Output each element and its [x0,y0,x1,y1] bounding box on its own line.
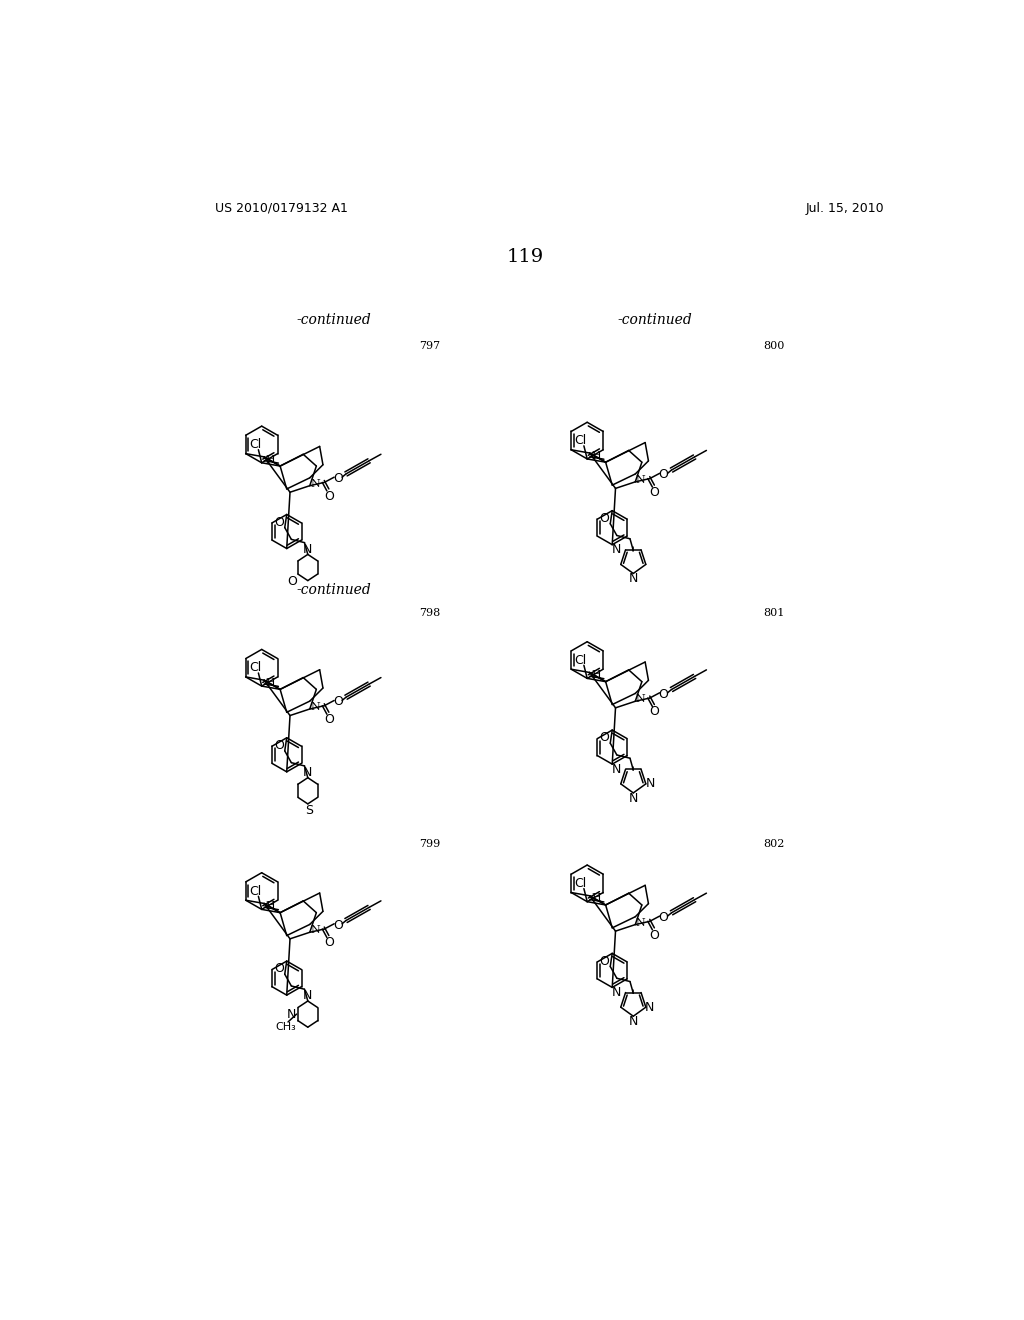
Text: N: N [310,925,319,936]
Text: O: O [599,512,609,525]
Text: 797: 797 [419,342,439,351]
Text: 802: 802 [764,838,784,849]
Text: O: O [273,962,284,975]
Text: -continued: -continued [617,313,692,327]
Text: O: O [658,469,669,480]
Text: O: O [333,473,343,484]
Text: 799: 799 [419,838,440,849]
Text: O: O [324,490,334,503]
Text: Jul. 15, 2010: Jul. 15, 2010 [805,202,884,215]
Text: O: O [649,486,659,499]
Text: N: N [303,989,312,1002]
Text: H: H [592,450,601,461]
Text: 800: 800 [764,342,784,351]
Text: CH₃: CH₃ [275,1022,296,1032]
Text: N: N [636,694,645,705]
Text: N: N [310,479,319,488]
Text: O: O [333,919,343,932]
Text: 119: 119 [506,248,544,265]
Text: O: O [288,576,298,589]
Text: O: O [599,731,609,744]
Text: Cl: Cl [249,438,261,451]
Text: Cl: Cl [574,653,587,667]
Text: O: O [649,928,659,941]
Text: H: H [592,671,601,680]
Text: N: N [303,766,312,779]
Text: N: N [303,543,312,556]
Text: N: N [636,475,645,484]
Text: N: N [644,1001,653,1014]
Text: H: H [266,677,275,688]
Text: O: O [273,739,284,752]
Text: H: H [266,902,275,911]
Text: US 2010/0179132 A1: US 2010/0179132 A1 [215,202,348,215]
Text: Cl: Cl [574,434,587,447]
Text: O: O [324,713,334,726]
Text: O: O [324,936,334,949]
Text: -continued: -continued [296,582,371,597]
Text: O: O [658,911,669,924]
Text: N: N [310,702,319,711]
Text: N: N [611,986,621,999]
Text: N: N [629,1015,638,1028]
Text: O: O [658,688,669,701]
Text: 798: 798 [419,607,440,618]
Text: N: N [629,572,638,585]
Text: O: O [333,696,343,709]
Text: N: N [611,544,621,556]
Text: 801: 801 [764,607,784,618]
Text: N: N [646,777,655,791]
Text: N: N [629,792,638,805]
Text: -continued: -continued [296,313,371,327]
Text: Cl: Cl [574,876,587,890]
Text: N: N [611,763,621,776]
Text: N: N [636,917,645,928]
Text: N: N [287,1007,296,1020]
Text: Cl: Cl [249,661,261,675]
Text: H: H [592,894,601,903]
Text: S: S [305,804,313,817]
Text: O: O [649,705,659,718]
Text: O: O [599,954,609,968]
Text: H: H [266,454,275,465]
Text: O: O [273,516,284,529]
Text: Cl: Cl [249,884,261,898]
